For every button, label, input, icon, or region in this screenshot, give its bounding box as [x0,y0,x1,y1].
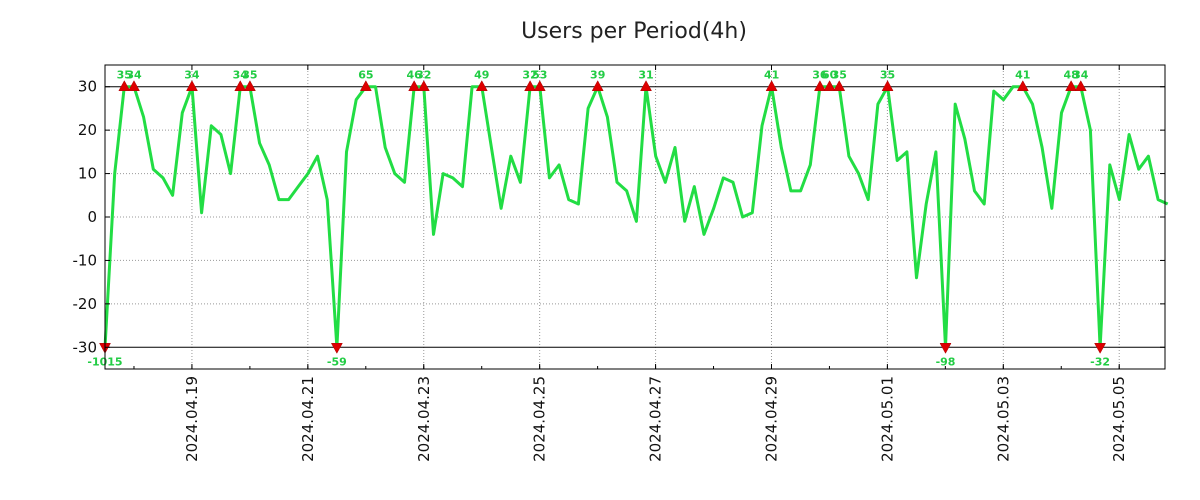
y-tick-label: 20 [78,121,97,139]
clip-marker-up [524,80,537,91]
data-label: 53 [532,69,547,82]
clip-marker-up [475,80,488,91]
clip-marker-up [243,80,256,91]
y-axis: -30 -20 -10 0 10 20 30 [73,78,1165,356]
clip-marker-up [814,80,826,91]
clip-marker-up [823,80,836,91]
data-label: 36 [812,69,828,82]
clip-marker-up [1065,80,1078,91]
clip-marker-up [1074,80,1087,91]
data-label: 31 [638,69,653,82]
data-label: 34 [126,69,142,82]
clip-marker-down [939,343,952,354]
data-label: -98 [936,355,956,368]
clip-marker-up [765,80,778,91]
x-tick-label: 2024.05.01 [878,376,896,462]
clip-marker-up [640,80,652,91]
data-label: 35 [832,69,847,82]
x-tick-label: 2024.04.21 [299,376,317,462]
data-label: 32 [522,69,537,82]
data-label: 39 [590,69,605,82]
clip-marker-up [533,80,546,91]
x-tick-label: 2024.04.25 [531,376,549,462]
clip-marker-up [186,80,198,91]
x-tick-label: 2024.04.29 [762,376,780,462]
data-label: 60 [822,69,838,82]
clip-marker-up [1016,80,1029,91]
clip-marker-up [417,80,430,91]
data-label: 49 [474,69,489,82]
clip-marker-down [330,343,343,354]
clip-marker-up [408,80,421,91]
clip-marker-up [128,80,140,91]
data-label: 35 [880,69,895,82]
clip-marker-up [591,80,604,91]
data-label: 41 [764,69,779,82]
reference-lines [105,86,1165,348]
data-label: -59 [327,355,347,368]
y-tick-label: -20 [73,295,98,313]
clip-marker-up [833,80,846,91]
data-label: 35 [117,69,132,82]
x-tick-label: 2024.04.19 [183,376,201,462]
data-label: 34 [184,69,200,82]
clip-marker-up [234,80,247,91]
clip-marker-down [1094,343,1107,354]
data-label: 34 [233,69,249,82]
x-tick-label: 2024.04.27 [647,376,665,462]
marker-layer [99,80,1107,354]
data-label: 46 [406,69,422,82]
y-tick-label: 10 [78,165,97,183]
series-line-users [103,85,1169,349]
y-tick-label: 0 [87,208,97,226]
y-tick-label: -30 [73,338,98,356]
x-axis: 2024.04.19 2024.04.21 2024.04.23 2024.04.25… [133,65,1128,462]
data-label: -32 [1090,355,1110,368]
data-label: 65 [358,69,373,82]
x-tick-label: 2024.04.23 [415,376,433,462]
x-tick-label: 2024.05.05 [1110,376,1128,462]
data-label: 34 [1073,69,1089,82]
series-layer [103,85,1169,349]
y-tick-label: -10 [73,251,98,269]
data-label: 48 [1063,69,1078,82]
x-tick-label: 2024.05.03 [994,376,1012,462]
data-label: 35 [242,69,257,82]
chart-title: Users per Period(4h) [521,19,747,44]
clip-marker-up [881,80,894,91]
clip-marker-up [118,80,131,91]
data-label: 41 [1015,69,1030,82]
y-tick-label: 30 [78,78,97,96]
clip-marker-up [359,80,372,91]
data-label: 32 [416,69,431,82]
